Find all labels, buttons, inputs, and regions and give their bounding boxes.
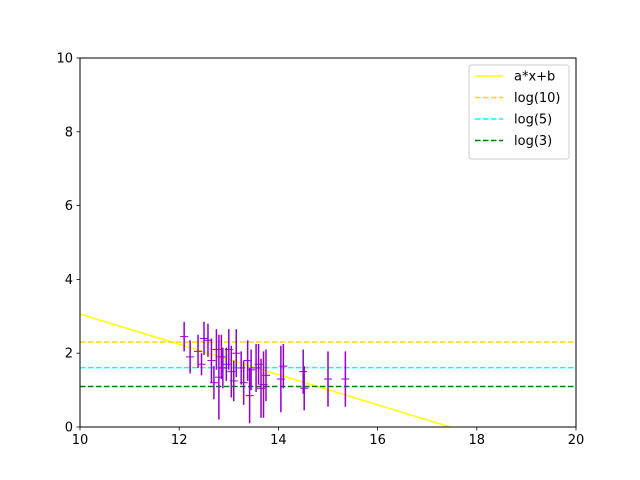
y-tick-label: 6 <box>65 199 73 214</box>
data-point <box>194 334 203 368</box>
plot-area <box>80 313 576 427</box>
legend-label: log(3) <box>514 134 552 149</box>
y-tick-label: 10 <box>56 52 73 67</box>
data-point <box>239 360 248 405</box>
x-tick-label: 20 <box>568 433 585 448</box>
y-tick-label: 4 <box>65 273 73 288</box>
axis-ticks: 10 12 14 16 18 20 0 2 4 6 8 10 <box>56 52 584 449</box>
data-point <box>209 366 218 400</box>
data-point <box>299 349 308 394</box>
data-point <box>262 349 270 402</box>
data-point <box>232 329 241 378</box>
data-point <box>186 340 195 374</box>
legend-label: log(5) <box>514 113 552 128</box>
legend-box <box>468 64 570 160</box>
axes-frame <box>79 57 577 428</box>
data-point <box>218 347 227 389</box>
data-point <box>324 351 332 407</box>
x-tick-label: 14 <box>270 433 287 448</box>
legend-label: log(10) <box>514 91 561 106</box>
data-point <box>245 367 254 424</box>
data-point <box>200 321 208 356</box>
y-tick-label: 0 <box>65 421 73 436</box>
data-point <box>341 351 350 407</box>
legend: a*x+b log(10) log(5) log(3) <box>468 64 570 160</box>
data-point <box>197 353 206 376</box>
x-tick-label: 16 <box>369 433 386 448</box>
data-point <box>207 338 216 383</box>
y-tick-label: 8 <box>65 125 73 140</box>
x-tick-label: 10 <box>72 433 89 448</box>
data-point <box>229 360 238 402</box>
legend-label: a*x+b <box>514 70 555 85</box>
data-point <box>217 334 226 380</box>
data-point <box>243 340 252 381</box>
data-point <box>203 323 212 357</box>
data-point <box>279 343 288 389</box>
x-tick-label: 12 <box>171 433 188 448</box>
data-point <box>300 366 309 411</box>
data-point <box>247 349 256 391</box>
x-tick-label: 18 <box>469 433 486 448</box>
data-point <box>180 321 189 352</box>
y-tick-label: 2 <box>65 347 73 362</box>
